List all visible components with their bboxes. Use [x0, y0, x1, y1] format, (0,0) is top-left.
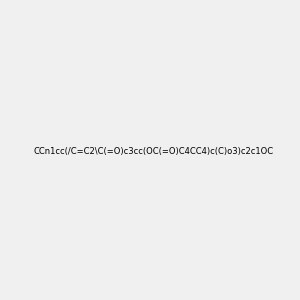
Text: CCn1cc(/C=C2\C(=O)c3cc(OC(=O)C4CC4)c(C)o3)c2c1OC: CCn1cc(/C=C2\C(=O)c3cc(OC(=O)C4CC4)c(C)o…	[34, 147, 274, 156]
